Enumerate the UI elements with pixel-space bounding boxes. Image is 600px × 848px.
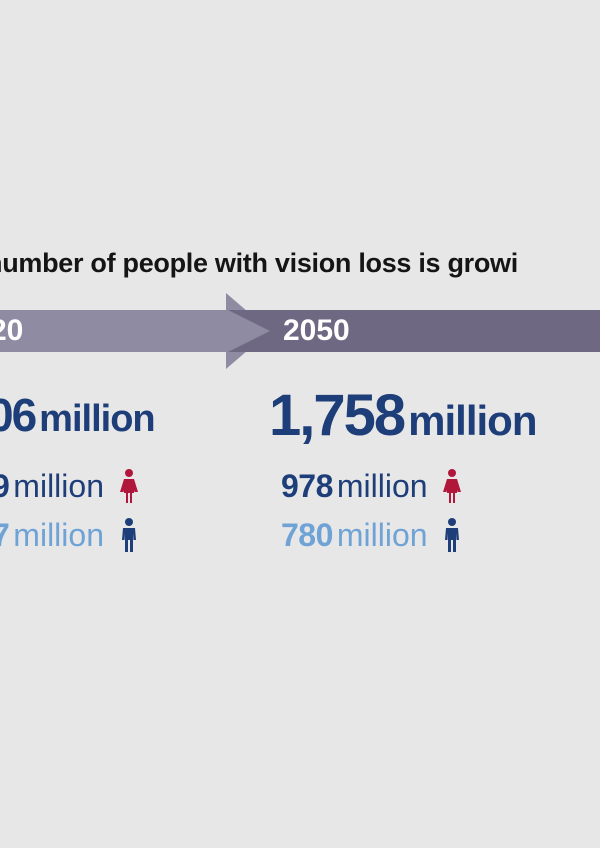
female-person-icon: [443, 468, 462, 503]
total-2050: 1,758million: [269, 382, 538, 449]
year-2020-label: 20: [0, 314, 24, 347]
female-2020-unit: million: [13, 468, 104, 504]
female-2050: 978 million: [281, 468, 462, 504]
female-2020: 9 million: [0, 468, 139, 504]
male-2050: 780 million: [281, 517, 462, 553]
male-2050-value: 780: [281, 517, 333, 553]
female-2050-unit: million: [336, 468, 428, 504]
male-2050-unit: million: [336, 517, 428, 553]
total-2020-value: 06: [0, 389, 37, 441]
female-2020-value: 9: [0, 468, 10, 504]
female-2050-value: 978: [281, 468, 333, 504]
total-2050-value: 1,758: [269, 383, 406, 448]
total-2020-unit: million: [39, 398, 155, 440]
male-person-icon: [445, 517, 460, 552]
male-2020-value: 7: [0, 517, 10, 553]
total-2050-unit: million: [408, 397, 537, 444]
female-person-icon: [119, 468, 138, 503]
male-person-icon: [121, 517, 136, 552]
male-2020: 7 million: [0, 517, 139, 553]
arrow-2050: [228, 310, 600, 352]
male-2020-unit: million: [13, 517, 104, 553]
year-2050-label: 2050: [283, 314, 350, 347]
arrow-2020: [0, 293, 270, 369]
headline: number of people with vision loss is gro…: [0, 248, 518, 278]
